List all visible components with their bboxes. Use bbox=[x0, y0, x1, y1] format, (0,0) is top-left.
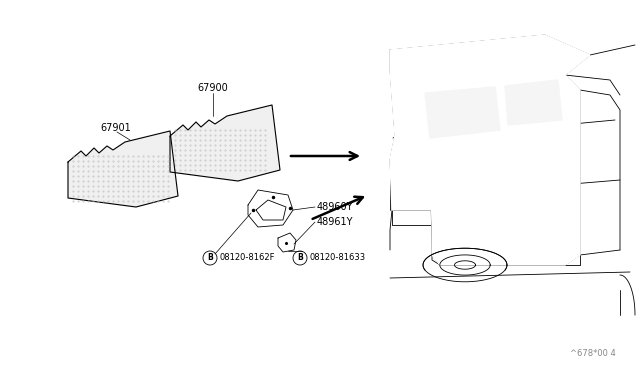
Text: 48961Y: 48961Y bbox=[317, 217, 353, 227]
Text: 67900: 67900 bbox=[198, 83, 228, 93]
Text: 08120-8162F: 08120-8162F bbox=[219, 253, 275, 263]
Text: 48960Y: 48960Y bbox=[317, 202, 353, 212]
Polygon shape bbox=[390, 70, 430, 140]
Text: 08120-81633: 08120-81633 bbox=[309, 253, 365, 263]
Polygon shape bbox=[425, 87, 500, 138]
Text: ^678*00 4: ^678*00 4 bbox=[570, 349, 616, 358]
Polygon shape bbox=[170, 105, 280, 181]
Polygon shape bbox=[68, 131, 178, 207]
Text: B: B bbox=[297, 253, 303, 263]
Polygon shape bbox=[505, 80, 562, 125]
Polygon shape bbox=[390, 135, 432, 210]
Polygon shape bbox=[420, 75, 580, 265]
Polygon shape bbox=[390, 35, 590, 88]
Text: 67901: 67901 bbox=[100, 123, 131, 133]
Text: B: B bbox=[207, 253, 213, 263]
